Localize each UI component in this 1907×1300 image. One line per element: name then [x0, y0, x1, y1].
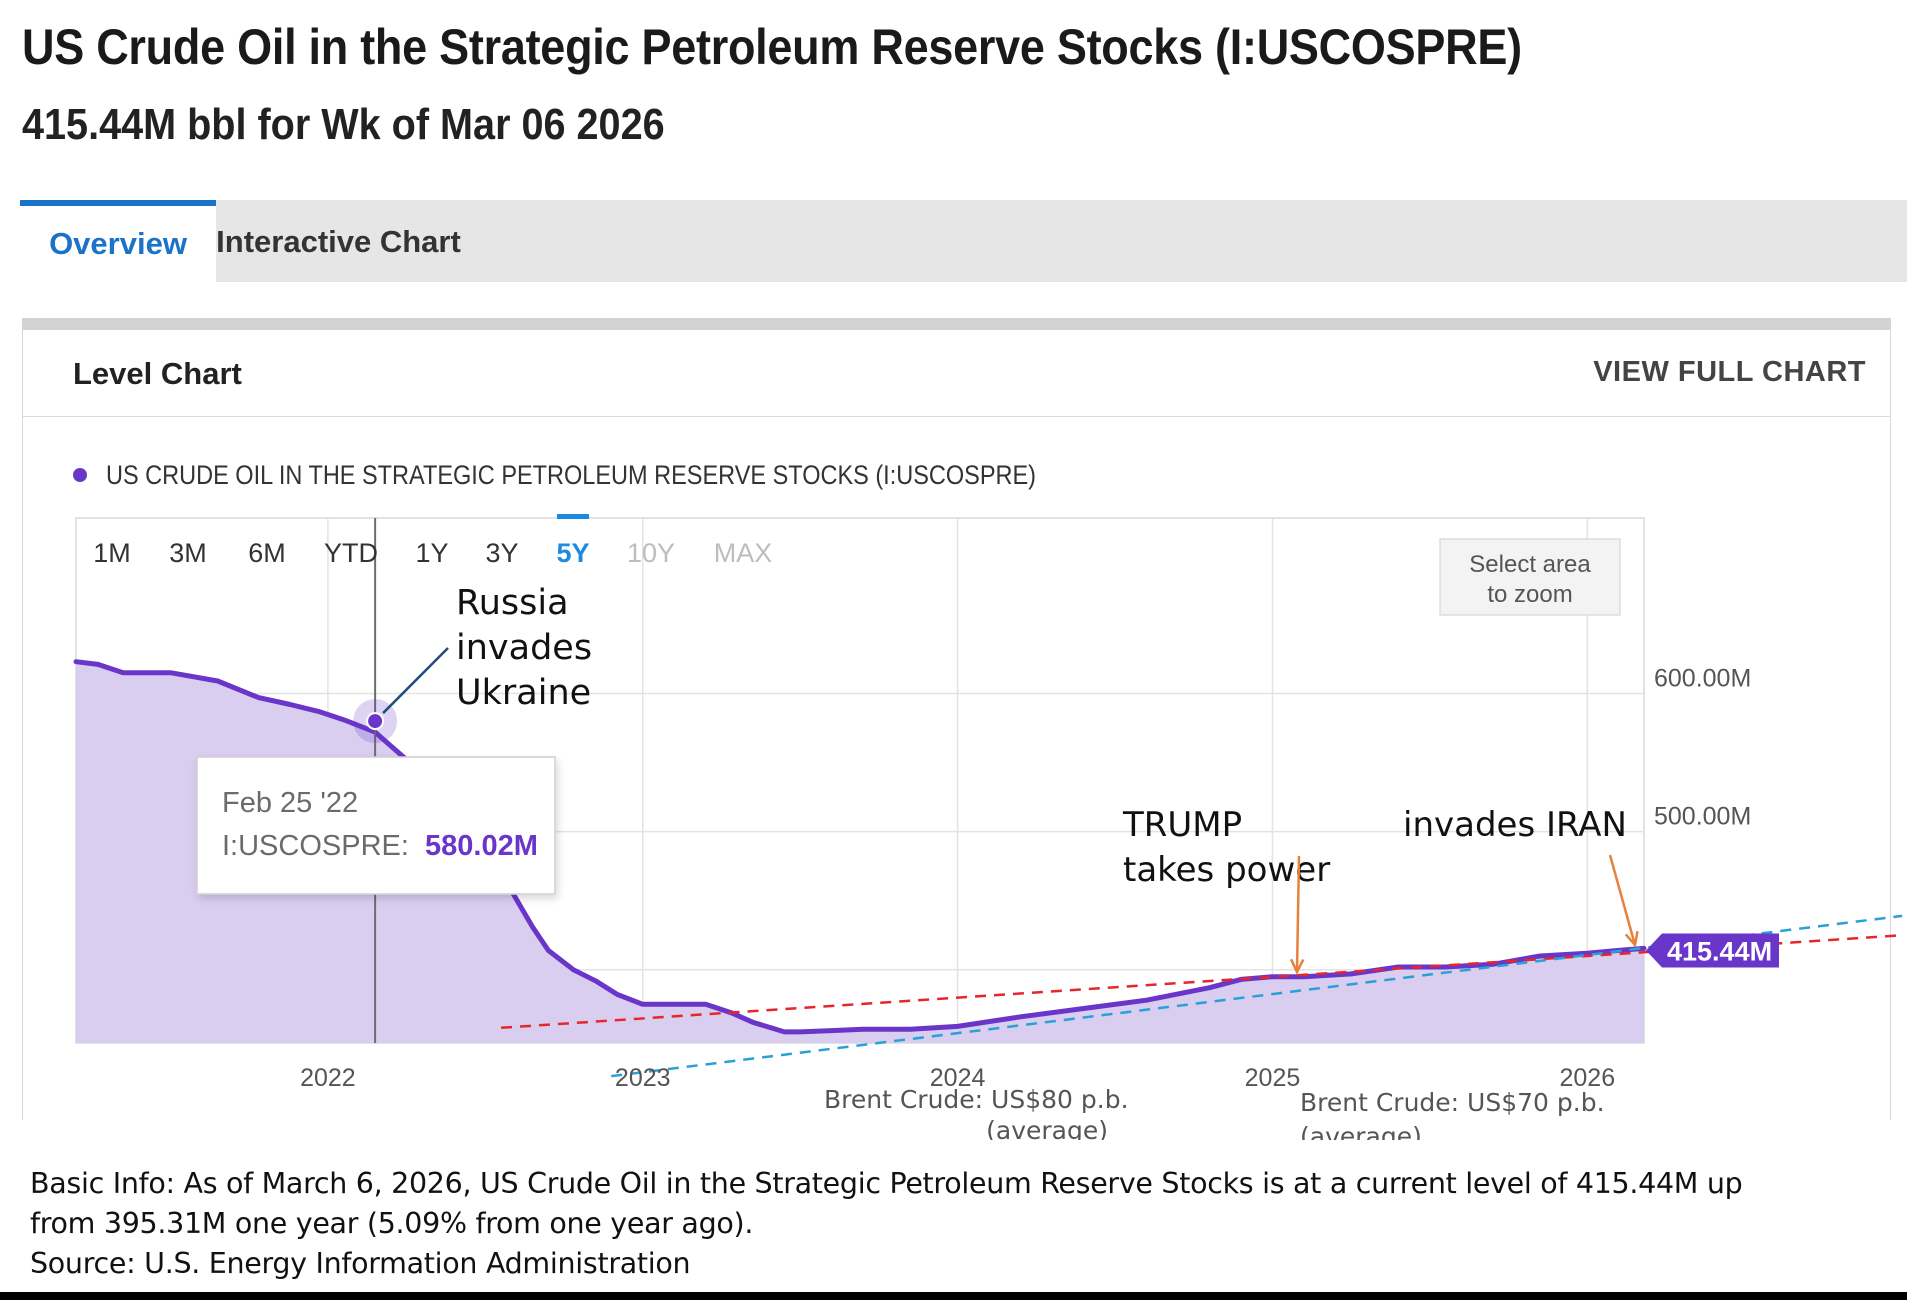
last-value-badge-shape	[1646, 933, 1779, 968]
card-header: Level Chart VIEW FULL CHART	[23, 330, 1890, 417]
tooltip: Feb 25 '22 I:USCOSPRE: 580.02M	[196, 756, 556, 895]
basic-info-line-1: Basic Info: As of March 6, 2026, US Crud…	[30, 1167, 1743, 1200]
page-title: US Crude Oil in the Strategic Petroleum …	[22, 19, 1522, 75]
range-button-3m[interactable]: 3M	[169, 538, 207, 568]
trend-line-red	[500, 933, 1903, 1030]
range-button-5y[interactable]: 5Y	[556, 538, 589, 568]
y-tick-600: 600.00M	[1654, 664, 1751, 692]
x-tick-2024: 2024	[930, 1064, 986, 1092]
x-axis: 2022 2023 2024 2025 2026	[300, 1064, 1615, 1092]
tab-overview[interactable]: Overview	[20, 200, 216, 282]
range-button-10y[interactable]: 10Y	[627, 538, 675, 568]
y-tick-500: 500.00M	[1654, 803, 1751, 831]
tooltip-date: Feb 25 '22	[222, 787, 358, 819]
level-chart: US CRUDE OIL IN THE STRATEGIC PETROLEUM …	[73, 460, 1903, 1140]
range-button-1m[interactable]: 1M	[93, 538, 131, 568]
bottom-border	[0, 1292, 1907, 1300]
basic-info-line-3: Source: U.S. Energy Information Administ…	[30, 1247, 691, 1280]
annotation-trump-takes-power: TRUMP takes power	[1122, 805, 1330, 890]
card-title: Level Chart	[73, 356, 242, 391]
view-full-chart-link[interactable]: VIEW FULL CHART	[1593, 356, 1866, 388]
basic-info: Basic Info: As of March 6, 2026, US Crud…	[30, 1164, 1900, 1284]
range-button-6m[interactable]: 6M	[248, 538, 286, 568]
annotation-invades-iran: invades IRAN	[1403, 805, 1627, 845]
range-selected-indicator	[557, 514, 589, 519]
range-button-1y[interactable]: 1Y	[415, 538, 448, 568]
zoom-hint-box	[1439, 538, 1621, 616]
x-tick-2023: 2023	[615, 1064, 671, 1092]
svg-text:I:USCOSPRE: 580.02M: I:USCOSPRE: 580.02M	[222, 830, 538, 862]
tooltip-value: 580.02M	[425, 830, 538, 862]
russia-pointer-line	[382, 647, 449, 714]
annotation-russia-invades-ukraine: Russia invades Ukraine	[456, 583, 592, 713]
last-value-badge: 415.44M	[1667, 936, 1772, 966]
x-tick-2022: 2022	[300, 1064, 356, 1092]
tooltip-series-label: I:USCOSPRE:	[222, 830, 409, 862]
range-button-ytd[interactable]: YTD	[324, 538, 378, 568]
x-tick-2026: 2026	[1560, 1064, 1616, 1092]
annotation-brent-70: Brent Crude: US$70 p.b. (average)	[1300, 1088, 1605, 1140]
legend-dot-icon	[73, 468, 87, 482]
page-subtitle: 415.44M bbl for Wk of Mar 06 2026	[22, 100, 665, 149]
x-tick-2025: 2025	[1245, 1064, 1301, 1092]
annotation-arrows	[1289, 854, 1639, 975]
annotation-brent-80: Brent Crude: US$80 p.b. (average)	[824, 1085, 1129, 1140]
tab-bar: Overview Interactive Chart	[20, 200, 1907, 282]
trump-arrow-shaft	[1295, 855, 1301, 973]
basic-info-line-2: from 395.31M one year (5.09% from one ye…	[30, 1207, 754, 1240]
trump-arrow-head	[1289, 958, 1305, 975]
iran-arrow-shaft	[1608, 854, 1637, 946]
range-button-max[interactable]: MAX	[714, 538, 773, 568]
range-button-3y[interactable]: 3Y	[485, 538, 518, 568]
tab-interactive-chart[interactable]: Interactive Chart	[216, 224, 461, 259]
range-selector: 1M 3M 6M YTD 1Y 3Y 5Y 10Y MAX	[93, 514, 772, 568]
y-axis: 600.00M 500.00M	[1654, 664, 1751, 830]
highlight-point[interactable]	[366, 712, 385, 731]
iran-arrow-head	[1624, 931, 1639, 948]
zoom-hint: Select area to zoom	[1469, 551, 1591, 608]
legend-label[interactable]: US CRUDE OIL IN THE STRATEGIC PETROLEUM …	[106, 460, 1036, 490]
series-area	[76, 661, 1644, 1043]
